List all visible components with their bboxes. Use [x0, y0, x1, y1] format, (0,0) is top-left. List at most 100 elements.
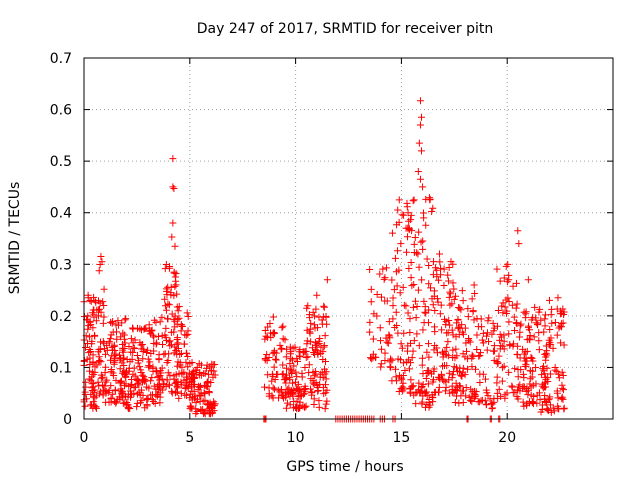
- data-point: [485, 314, 493, 322]
- data-point: [404, 224, 412, 232]
- data-point: [498, 377, 506, 385]
- data-point: [269, 394, 277, 402]
- data-point: [536, 389, 544, 397]
- data-point: [146, 358, 154, 366]
- data-point: [171, 242, 179, 250]
- data-point: [455, 331, 463, 339]
- data-point: [105, 339, 113, 347]
- data-point: [147, 377, 155, 385]
- data-point: [446, 321, 454, 329]
- data-point: [538, 405, 546, 413]
- data-point: [121, 316, 129, 324]
- data-point: [165, 264, 173, 272]
- data-point: [519, 370, 527, 378]
- data-point: [512, 279, 520, 287]
- data-point: [82, 378, 90, 386]
- data-point: [107, 394, 115, 402]
- data-point: [321, 405, 329, 413]
- data-point: [90, 293, 98, 301]
- data-point: [392, 308, 400, 316]
- data-point: [202, 382, 210, 390]
- data-point: [424, 380, 432, 388]
- data-point: [211, 400, 219, 408]
- data-point: [131, 383, 139, 391]
- data-point: [559, 371, 567, 379]
- data-point: [458, 287, 466, 295]
- data-point: [102, 363, 110, 371]
- data-point: [547, 408, 555, 416]
- data-point: [131, 372, 139, 380]
- data-point: [186, 394, 194, 402]
- data-point: [550, 407, 558, 415]
- data-point: [158, 313, 166, 321]
- data-point: [87, 376, 95, 384]
- data-point: [140, 373, 148, 381]
- data-point: [112, 328, 120, 336]
- data-point: [445, 369, 453, 377]
- data-point: [532, 319, 540, 327]
- data-point: [296, 346, 304, 354]
- data-point: [122, 373, 130, 381]
- data-point: [404, 233, 412, 241]
- data-point: [472, 388, 480, 396]
- data-point: [107, 356, 115, 364]
- data-point: [529, 400, 537, 408]
- data-point: [399, 379, 407, 387]
- data-point: [557, 339, 565, 347]
- data-point: [494, 307, 502, 315]
- x-tick-label: 20: [498, 430, 516, 446]
- data-point: [424, 340, 432, 348]
- data-point: [465, 335, 473, 343]
- data-point: [430, 367, 438, 375]
- data-point: [399, 283, 407, 291]
- data-point: [390, 286, 398, 294]
- data-point: [448, 300, 456, 308]
- data-point: [107, 382, 115, 390]
- y-tick-label: 0.7: [50, 51, 72, 67]
- data-point: [496, 345, 504, 353]
- x-axis-label: GPS time / hours: [286, 459, 403, 475]
- data-point: [422, 309, 430, 317]
- data-point: [493, 373, 501, 381]
- data-point: [152, 318, 160, 326]
- data-point: [405, 264, 413, 272]
- data-point: [554, 294, 562, 302]
- data-point: [278, 324, 286, 332]
- data-point: [452, 387, 460, 395]
- data-point: [125, 343, 133, 351]
- data-point: [408, 227, 416, 235]
- data-point: [99, 381, 107, 389]
- data-point: [116, 365, 124, 373]
- data-point: [286, 401, 294, 409]
- data-point: [422, 374, 430, 382]
- data-point: [494, 359, 502, 367]
- data-point: [458, 372, 466, 380]
- data-point: [429, 398, 437, 406]
- data-point: [422, 221, 430, 229]
- data-point: [267, 329, 275, 337]
- data-point: [516, 333, 524, 341]
- data-point: [560, 404, 568, 412]
- data-point: [479, 329, 487, 337]
- data-point: [398, 385, 406, 393]
- data-point: [536, 396, 544, 404]
- data-point: [86, 317, 94, 325]
- data-point: [279, 322, 287, 330]
- data-point: [287, 355, 295, 363]
- data-point: [514, 383, 522, 391]
- data-point: [493, 357, 501, 365]
- data-point: [418, 354, 426, 362]
- data-point: [462, 392, 470, 400]
- data-point: [464, 305, 472, 313]
- data-point: [427, 284, 435, 292]
- data-point: [176, 359, 184, 367]
- data-point: [525, 322, 533, 330]
- data-point: [177, 378, 185, 386]
- data-point: [133, 399, 141, 407]
- data-point: [269, 384, 277, 392]
- data-point: [505, 297, 513, 305]
- data-point: [187, 403, 195, 411]
- data-point: [125, 403, 133, 411]
- data-point: [133, 375, 141, 383]
- data-point: [504, 294, 512, 302]
